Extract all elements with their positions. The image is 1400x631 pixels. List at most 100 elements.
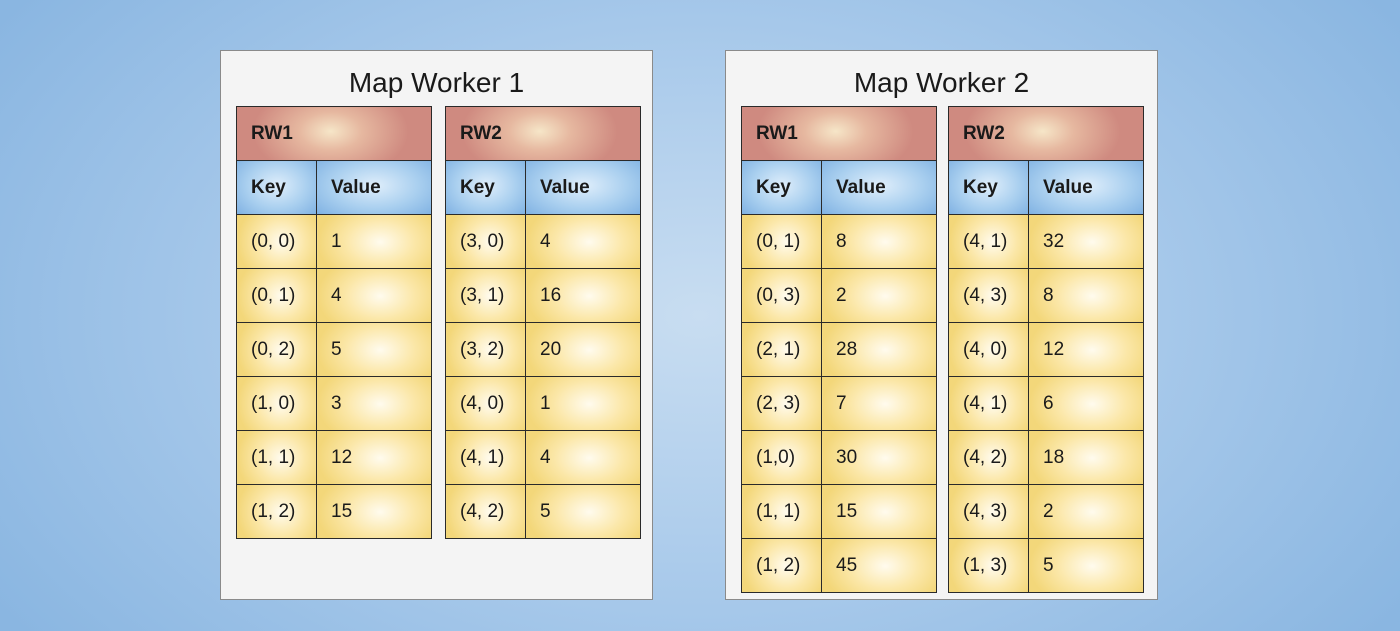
key-cell: (4, 1) [445,430,526,485]
key-cell: (2, 1) [741,322,822,377]
worker-1-rw2-table: RW2 Key Value (3, 0) 4 (3, 1) 16 (3, 2) 20 (4, 0)… [444,106,642,539]
header-row: Key Value [445,160,642,215]
worker-2-rw2-table: RW2 Key Value (4, 1) 32 (4, 3) 8 (4, 0) 12 (4, 1)… [947,106,1145,593]
key-cell: (4, 1) [948,376,1029,431]
table-row: (1, 2) 45 [741,538,938,593]
value-cell: 7 [820,376,938,431]
value-cell: 3 [315,376,433,431]
value-cell: 15 [820,484,938,539]
rw-title: RW2 [947,106,1145,161]
table-row: (1, 3) 5 [948,538,1145,593]
value-column-header: Value [315,160,433,215]
rw-title: RW1 [235,106,433,161]
value-cell: 1 [315,214,433,269]
key-cell: (3, 1) [445,268,526,323]
value-column-header: Value [820,160,938,215]
key-cell: (0, 2) [236,322,317,377]
rw-title-row: RW2 [444,106,642,161]
key-column-header: Key [741,160,822,215]
key-cell: (4, 3) [948,268,1029,323]
table-row: (2, 3) 7 [741,376,938,431]
value-cell: 8 [1027,268,1145,323]
key-cell: (0, 0) [236,214,317,269]
table-row: (4, 2) 18 [948,430,1145,485]
worker-1-rw1-table: RW1 Key Value (0, 0) 1 (0, 1) 4 (0, 2) 5 (1, 0) 3(… [235,106,433,539]
value-cell: 12 [1027,322,1145,377]
table-row: (0, 2) 5 [236,322,433,377]
table-row: (3, 1) 16 [445,268,642,323]
key-cell: (3, 0) [445,214,526,269]
key-cell: (1, 0) [236,376,317,431]
key-cell: (1, 2) [741,538,822,593]
table-row: (4, 1) 4 [445,430,642,485]
key-cell: (1, 2) [236,484,317,539]
value-cell: 15 [315,484,433,539]
header-row: Key Value [948,160,1145,215]
header-row: Key Value [236,160,433,215]
key-cell: (4, 2) [948,430,1029,485]
map-worker-1-panel: Map Worker 1 RW1 Key Value (0, 0) 1 (0, 1) 4 (0… [220,50,653,600]
map-worker-1-title: Map Worker 1 [348,67,525,98]
table-row: (4, 1) 6 [948,376,1145,431]
table-row: (2, 1) 28 [741,322,938,377]
value-cell: 16 [524,268,642,323]
table-row: (4, 0) 12 [948,322,1145,377]
value-column-header: Value [1027,160,1145,215]
table-row: (3, 0) 4 [445,214,642,269]
value-cell: 6 [1027,376,1145,431]
worker-2-rw1-table: RW1 Key Value (0, 1) 8 (0, 3) 2 (2, 1) 28 (2, 3) 7… [740,106,938,593]
value-cell: 4 [315,268,433,323]
table-row: (4, 0) 1 [445,376,642,431]
value-cell: 4 [524,214,642,269]
value-cell: 5 [315,322,433,377]
value-cell: 45 [820,538,938,593]
key-cell: (2, 3) [741,376,822,431]
key-cell: (1, 1) [236,430,317,485]
key-cell: (0, 1) [236,268,317,323]
table-row: (1, 1) 15 [741,484,938,539]
table-row: (4, 3) 2 [948,484,1145,539]
value-cell: 18 [1027,430,1145,485]
value-cell: 2 [1027,484,1145,539]
value-cell: 32 [1027,214,1145,269]
rw-title-row: RW2 [947,106,1145,161]
value-cell: 12 [315,430,433,485]
key-cell: (4, 0) [445,376,526,431]
table-row: (3, 2) 20 [445,322,642,377]
table-row: (4, 3) 8 [948,268,1145,323]
key-column-header: Key [236,160,317,215]
rw-title: RW1 [740,106,938,161]
table-row: (0, 3) 2 [741,268,938,323]
value-column-header: Value [524,160,642,215]
value-cell: 30 [820,430,938,485]
value-cell: 5 [524,484,642,539]
key-cell: (4, 0) [948,322,1029,377]
table-row: (1, 0) 3 [236,376,433,431]
table-row: (1,0) 30 [741,430,938,485]
key-cell: (3, 2) [445,322,526,377]
key-cell: (4, 3) [948,484,1029,539]
rw-title-row: RW1 [235,106,433,161]
table-row: (1, 1) 12 [236,430,433,485]
map-worker-2-panel: Map Worker 2 RW1 Key Value (0, 1) 8 (0, 3) 2 (2… [725,50,1158,600]
value-cell: 20 [524,322,642,377]
table-row: (4, 2) 5 [445,484,642,539]
table-row: (0, 0) 1 [236,214,433,269]
map-worker-2-title: Map Worker 2 [853,67,1030,98]
key-cell: (1, 1) [741,484,822,539]
value-cell: 4 [524,430,642,485]
key-cell: (4, 1) [948,214,1029,269]
key-cell: (1, 3) [948,538,1029,593]
rw-title-row: RW1 [740,106,938,161]
table-row: (0, 1) 4 [236,268,433,323]
value-cell: 5 [1027,538,1145,593]
value-cell: 1 [524,376,642,431]
key-cell: (1,0) [741,430,822,485]
table-row: (1, 2) 15 [236,484,433,539]
value-cell: 28 [820,322,938,377]
header-row: Key Value [741,160,938,215]
value-cell: 8 [820,214,938,269]
key-cell: (0, 3) [741,268,822,323]
key-column-header: Key [445,160,526,215]
key-column-header: Key [948,160,1029,215]
